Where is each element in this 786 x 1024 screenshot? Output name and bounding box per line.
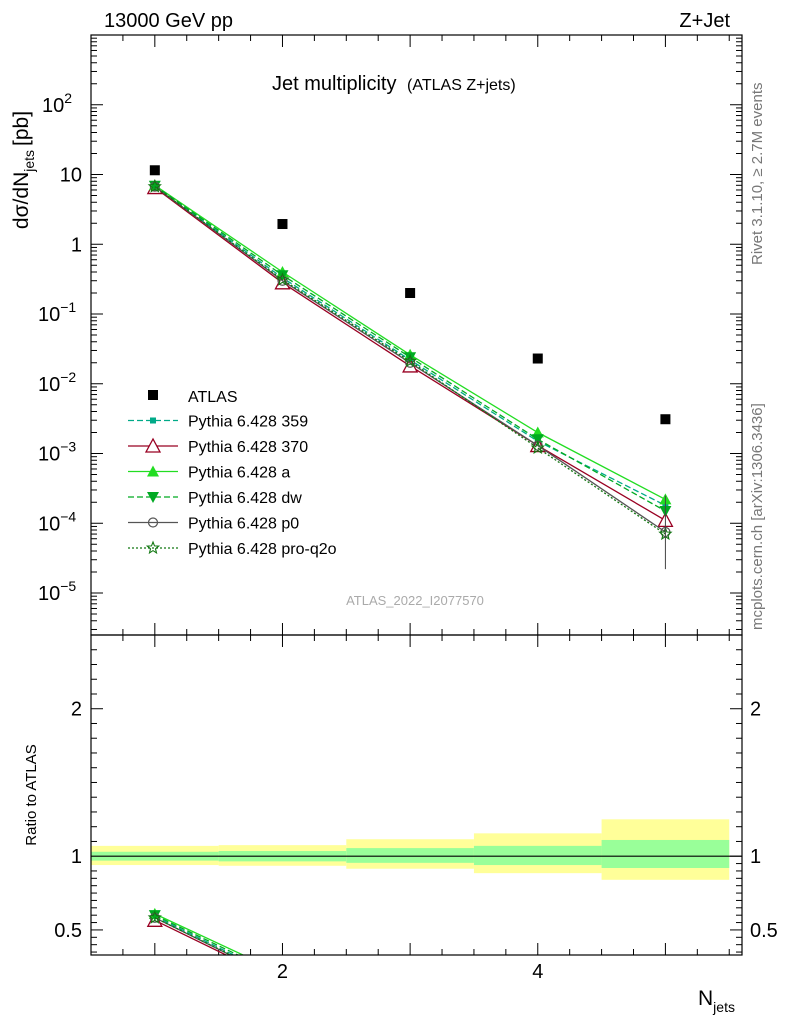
ratio-series-marker: [149, 912, 160, 923]
y-tick-label-mantissa: 10: [38, 583, 60, 605]
y-tick-label: 10−2: [38, 369, 76, 396]
x-tick-label: 4: [532, 961, 543, 983]
y-tick-label: 10−1: [38, 299, 76, 326]
plot-frames: [90, 34, 743, 956]
y-tick-label: 10−3: [38, 439, 76, 466]
series-marker: [405, 357, 416, 368]
series-marker: [531, 434, 544, 446]
ratio-series-marker: [148, 910, 161, 922]
ratio-series-line: [154, 915, 236, 955]
header-energy-label: 13000 GeV pp: [104, 10, 233, 32]
x-axis-label: Njets: [698, 987, 735, 1015]
legend-label: Pythia 6.428 359: [188, 414, 308, 431]
y-tick-label-mantissa: 10: [38, 513, 60, 535]
y-tick-label: 10: [60, 165, 82, 187]
ratio-series-marker: [147, 910, 162, 924]
ratio-inner-band: [473, 845, 602, 866]
y-tick-label: 102: [42, 90, 72, 117]
y-axis-label-main: dσ/dN: [10, 172, 33, 229]
x-axis-label-sub: jets: [712, 999, 735, 1015]
series-marker: [277, 275, 288, 286]
data-point: [405, 288, 416, 299]
y-tick-label-exponent: −5: [60, 578, 76, 594]
series-marker: [530, 440, 545, 455]
ratio-tick-label-left: 2: [71, 699, 82, 721]
series-line: [154, 185, 666, 512]
mcplots-url-label: mcplots.cern.ch [arXiv:1306.3436]: [749, 403, 766, 630]
legend-label: Pythia 6.428 a: [188, 465, 290, 482]
series-marker: [147, 179, 162, 193]
y-tick-label-exponent: −4: [60, 508, 76, 524]
ratio-series-line: [154, 917, 232, 955]
legend-marker: [145, 540, 161, 555]
ratio-inner-band: [601, 839, 730, 868]
legend-marker: [147, 517, 159, 528]
ratio-series-line: [154, 913, 245, 955]
y-tick-label-exponent: 2: [64, 90, 72, 106]
analysis-id-label: ATLAS_2022_I2077570: [346, 593, 484, 608]
ratio-tick-label-right: 0.5: [750, 920, 778, 942]
ratio-series-line: [154, 917, 233, 955]
legend-marker: [144, 437, 162, 453]
chart-title: Jet multiplicity (ATLAS Z+jets): [272, 73, 516, 95]
ratio-frame: [90, 634, 743, 956]
data-point: [277, 219, 288, 230]
legend-atlas-marker: [148, 390, 158, 400]
header-process-label: Z+Jet: [679, 10, 730, 32]
y-tick-label-exponent: −2: [60, 369, 76, 385]
y-axis-label: dσ/dNjets [pb]: [10, 111, 37, 229]
legend-label: Pythia 6.428 dw: [188, 490, 302, 507]
ratio-axis-ticks: 2 4 0.5 0.5 1 1 2 2: [54, 635, 778, 983]
legend-marker: [147, 465, 159, 477]
legend-label: Pythia 6.428 370: [188, 439, 308, 456]
y-tick-label: 10−4: [38, 508, 76, 535]
y-axis-label-sub: jets: [21, 150, 37, 173]
ratio-tick-label-left: 0.5: [54, 920, 82, 942]
legend-atlas-label: ATLAS: [188, 389, 238, 406]
y-tick-label-mantissa: 10: [38, 374, 60, 396]
ratio-series-line: [154, 919, 228, 955]
y-tick-label: 1: [71, 234, 82, 256]
y-tick-label-mantissa: 10: [60, 165, 82, 187]
legend-marker: [150, 417, 156, 424]
series-layer: [146, 179, 674, 570]
x-tick-label: 2: [277, 961, 288, 983]
ratio-tick-label-right: 1: [750, 846, 761, 868]
atlas-data-layer: [149, 165, 671, 425]
legend-label: Pythia 6.428 pro-q2o: [188, 541, 337, 558]
series-line: [154, 185, 666, 506]
legend-marker: [147, 492, 159, 503]
legend-label: Pythia 6.428 p0: [188, 516, 299, 533]
x-axis-label-main: N: [698, 987, 713, 1010]
ratio-tick-label-right: 2: [750, 699, 761, 721]
data-point: [660, 414, 671, 425]
y-tick-label-exponent: −1: [60, 299, 76, 315]
y-tick-label-exponent: −3: [60, 439, 76, 455]
y-tick-label-mantissa: 10: [42, 95, 64, 117]
data-point: [532, 353, 543, 364]
ratio-series-group: [146, 907, 245, 955]
ratio-tick-label-left: 1: [71, 846, 82, 868]
chart-title-main: Jet multiplicity: [272, 73, 396, 95]
series-line: [154, 186, 666, 535]
data-point: [149, 165, 160, 176]
ratio-inner-band: [346, 848, 474, 863]
ratio-axis-label: Ratio to ATLAS: [23, 744, 40, 845]
y-tick-label-mantissa: 1: [71, 234, 82, 256]
ratio-series-line: [154, 914, 240, 955]
ratio-series-layer: [91, 819, 742, 955]
series-marker: [402, 353, 418, 368]
series-marker: [275, 272, 290, 286]
legend: ATLAS Pythia 6.428 359 Pythia 6.428 370 Pyt…: [128, 389, 337, 558]
y-tick-label: 10−5: [38, 578, 76, 605]
y-tick-label-mantissa: 10: [38, 304, 60, 326]
chart-subtitle: (ATLAS Z+jets): [407, 77, 516, 94]
y-axis-label-unit: [pb]: [10, 111, 33, 146]
rivet-version-label: Rivet 3.1.10, ≥ 2.7M events: [749, 83, 766, 266]
series-marker: [149, 181, 160, 192]
y-tick-label-mantissa: 10: [38, 444, 60, 466]
